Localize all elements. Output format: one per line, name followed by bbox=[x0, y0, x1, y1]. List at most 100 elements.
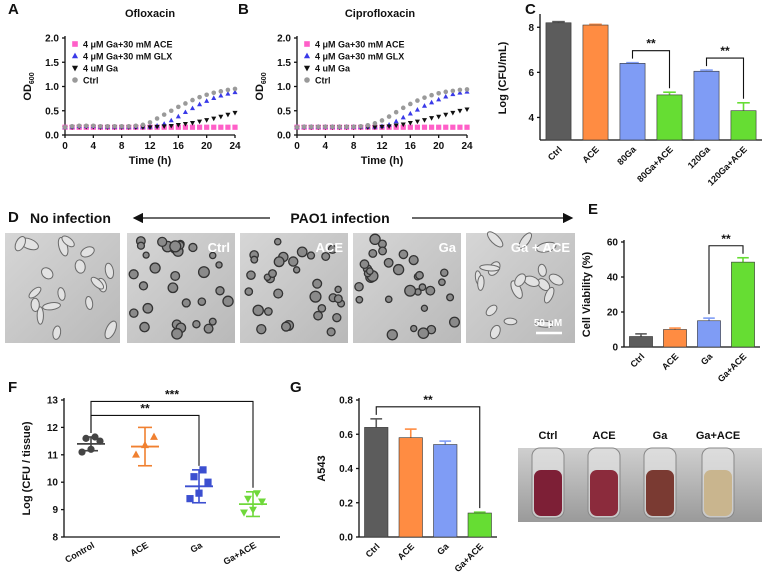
cell-shape bbox=[485, 304, 498, 317]
marker bbox=[365, 123, 371, 128]
cell-shape bbox=[250, 255, 259, 264]
marker bbox=[464, 124, 470, 130]
chart-panel: G 0.0 0.2 0.4 0.6 0.8 A543 Ctrl ACE Ga Ga+ACE ** bbox=[290, 379, 497, 574]
data-point bbox=[87, 445, 95, 453]
cell-shape bbox=[167, 282, 179, 294]
marker bbox=[183, 101, 188, 106]
cell-shape bbox=[398, 249, 409, 260]
cell-shape bbox=[312, 278, 323, 289]
y-tick-label: 1.0 bbox=[277, 82, 291, 93]
data-point bbox=[150, 432, 158, 440]
marker bbox=[211, 90, 217, 96]
cell-shape bbox=[355, 295, 364, 304]
x-tick-label: ACE bbox=[660, 351, 681, 372]
marker bbox=[393, 109, 399, 115]
marker bbox=[175, 113, 181, 119]
cell-shape bbox=[415, 270, 424, 280]
marker bbox=[436, 124, 442, 130]
marker bbox=[176, 104, 181, 110]
marker bbox=[168, 117, 174, 123]
bar bbox=[697, 320, 721, 348]
marker bbox=[323, 124, 328, 130]
bar bbox=[693, 70, 720, 141]
marker bbox=[232, 86, 238, 92]
bar bbox=[545, 22, 572, 141]
cell-shape bbox=[149, 262, 161, 274]
legend-marker bbox=[72, 41, 78, 47]
marker bbox=[126, 123, 132, 129]
marker bbox=[379, 124, 385, 130]
marker bbox=[400, 114, 406, 120]
marker bbox=[175, 122, 181, 128]
x-tick-label: 16 bbox=[405, 141, 417, 152]
marker bbox=[358, 123, 364, 129]
cell-shape bbox=[477, 274, 485, 291]
bar bbox=[619, 63, 646, 141]
marker bbox=[147, 120, 153, 125]
cell-shape bbox=[197, 297, 207, 306]
cell-shape bbox=[368, 248, 378, 258]
legend-marker bbox=[303, 65, 311, 72]
cell-shape bbox=[313, 310, 323, 321]
cell-shape bbox=[57, 287, 66, 301]
marker bbox=[204, 92, 209, 98]
tube-photo: Ctrl ACE Ga Ga+ACE bbox=[518, 430, 762, 522]
marker bbox=[218, 89, 224, 94]
cell-shape bbox=[417, 327, 430, 339]
y-axis-label: Cell Viability (%) bbox=[581, 251, 593, 337]
x-tick-label: Ga bbox=[699, 351, 715, 367]
y-tick-label: 8 bbox=[52, 533, 58, 544]
marker bbox=[400, 105, 406, 111]
panel-letter: G bbox=[290, 379, 302, 396]
cell-shape bbox=[104, 262, 115, 279]
cell-shape bbox=[85, 295, 94, 310]
y-tick-label: 4 bbox=[528, 113, 534, 124]
cell-shape bbox=[61, 235, 75, 248]
marker bbox=[351, 124, 356, 130]
marker bbox=[182, 122, 188, 127]
bar bbox=[656, 94, 683, 141]
marker bbox=[204, 124, 210, 130]
cell-shape bbox=[74, 259, 86, 274]
legend-label: 4 uM Ga bbox=[315, 64, 351, 74]
marker bbox=[315, 124, 321, 130]
marker bbox=[450, 88, 456, 94]
data-point bbox=[195, 489, 203, 497]
bar bbox=[582, 24, 609, 141]
marker bbox=[105, 123, 110, 129]
y-label-main: OD bbox=[254, 84, 266, 101]
cell-shape bbox=[222, 295, 234, 307]
marker bbox=[161, 112, 167, 117]
cell-shape bbox=[181, 298, 191, 308]
y-axis-label: Log (CFU / tissue) bbox=[21, 421, 33, 515]
cell-shape bbox=[171, 327, 183, 340]
marker bbox=[408, 101, 413, 107]
cell-shape bbox=[203, 323, 214, 334]
micrograph-label: Ga bbox=[439, 240, 457, 255]
y-tick-label: 0.8 bbox=[339, 396, 353, 407]
micrograph-label: ACE bbox=[316, 240, 344, 255]
scale-bar-label: 50 μM bbox=[534, 318, 562, 329]
micrograph-label: Ctrl bbox=[208, 240, 230, 255]
header-text: PAO1 infection bbox=[290, 210, 389, 226]
cell-shape bbox=[246, 270, 256, 280]
y-tick-label: 0.2 bbox=[339, 498, 353, 509]
y-axis-label: A543 bbox=[316, 455, 328, 481]
data-point bbox=[78, 448, 86, 456]
cell-shape bbox=[332, 312, 342, 323]
tube-label: Ga bbox=[653, 430, 669, 442]
marker bbox=[372, 125, 378, 130]
cell-shape bbox=[384, 295, 393, 304]
data-point bbox=[186, 495, 194, 503]
y-tick-label: 60 bbox=[607, 238, 619, 249]
marker bbox=[450, 91, 456, 97]
marker bbox=[204, 98, 210, 103]
y-label-sub: 600 bbox=[261, 72, 268, 84]
legend-label: 4 μM Ga+30 mM ACE bbox=[83, 40, 172, 50]
marker bbox=[147, 125, 153, 130]
marker bbox=[225, 87, 231, 93]
data-point bbox=[249, 506, 257, 514]
significance-bracket bbox=[90, 400, 254, 488]
x-axis-label: Time (h) bbox=[129, 155, 172, 167]
